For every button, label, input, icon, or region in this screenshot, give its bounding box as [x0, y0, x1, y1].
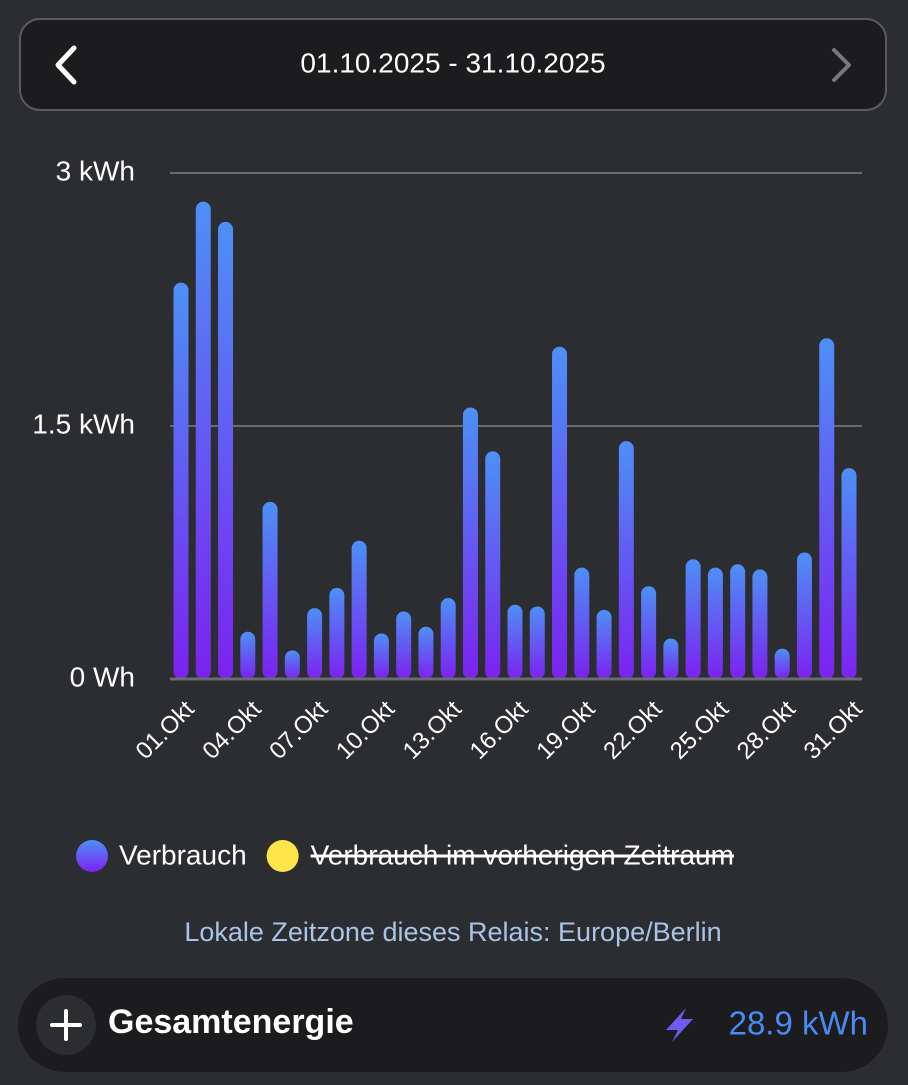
y-tick-label: 0 Wh: [70, 661, 135, 692]
bar: [529, 606, 545, 679]
plus-icon: [50, 1009, 82, 1041]
bar: [618, 441, 634, 679]
legend-swatch: [266, 840, 299, 872]
bar: [418, 626, 434, 679]
bar: [329, 587, 345, 679]
bar: [552, 346, 568, 679]
y-tick-label: 1.5 kWh: [32, 408, 135, 439]
timezone-note: Lokale Zeitzone dieses Relais: Europe/Be…: [184, 917, 721, 947]
bar: [596, 609, 612, 679]
prev-button[interactable]: [55, 45, 77, 85]
bar: [574, 567, 590, 679]
total-label: Gesamtenergie: [108, 1003, 354, 1041]
bar: [707, 567, 723, 679]
bar: [440, 598, 456, 679]
y-tick-label: 3 kWh: [56, 155, 135, 186]
total-bar: [18, 978, 888, 1072]
legend-swatch: [76, 840, 108, 872]
bar: [796, 552, 812, 679]
bar: [685, 559, 701, 679]
date-range: 01.10.2025 - 31.10.2025: [300, 47, 605, 78]
bar: [284, 650, 300, 679]
bar: [752, 569, 768, 679]
bar: [841, 468, 857, 679]
bar: [307, 608, 323, 679]
bar: [351, 540, 367, 679]
bar: [396, 611, 412, 679]
legend-label: Verbrauch: [119, 839, 247, 870]
bar: [819, 338, 835, 679]
bar: [173, 282, 189, 679]
bar: [218, 221, 234, 679]
bar: [774, 648, 790, 679]
bar: [262, 501, 278, 679]
bar: [462, 407, 478, 679]
bar: [641, 586, 657, 679]
next-button[interactable]: [832, 48, 851, 82]
bar: [730, 564, 746, 679]
bolt-icon: [666, 1008, 693, 1042]
bar: [195, 201, 211, 679]
bar: [663, 638, 679, 679]
total-value: 28.9 kWh: [729, 1005, 868, 1042]
bar: [240, 631, 256, 679]
bar: [485, 451, 501, 679]
bar: [507, 604, 523, 679]
date-selector: [19, 18, 887, 111]
bar: [373, 633, 389, 679]
